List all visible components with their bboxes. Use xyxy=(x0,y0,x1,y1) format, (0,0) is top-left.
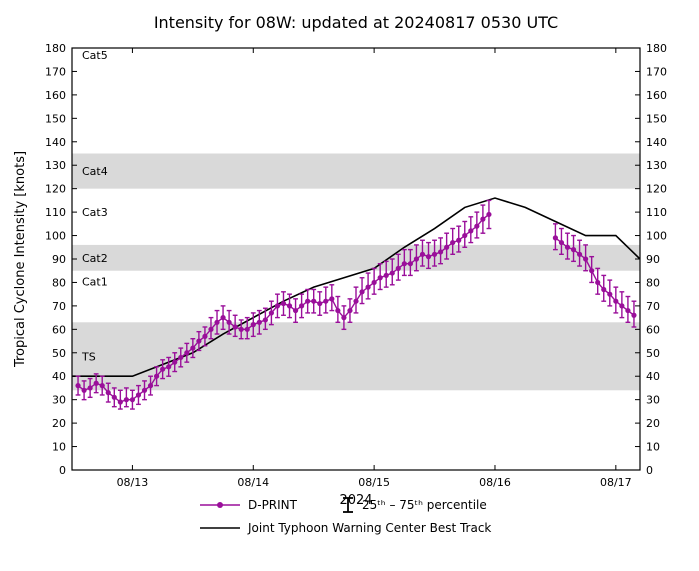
ytick-label-right: 100 xyxy=(646,230,667,243)
ytick-label-left: 50 xyxy=(52,347,66,360)
dprint-point xyxy=(480,205,485,233)
ytick-label-right: 10 xyxy=(646,441,660,454)
xtick-label: 08/16 xyxy=(479,476,511,489)
ytick-label-left: 20 xyxy=(52,417,66,430)
dprint-point xyxy=(474,212,479,238)
dprint-point xyxy=(359,278,364,304)
ytick-label-left: 160 xyxy=(45,89,66,102)
ytick-label-left: 140 xyxy=(45,136,66,149)
ytick-label-left: 0 xyxy=(59,464,66,477)
dprint-point xyxy=(112,388,117,407)
legend-best-track: Joint Typhoon Warning Center Best Track xyxy=(200,521,491,535)
ytick-label-right: 120 xyxy=(646,183,667,196)
ytick-label-left: 60 xyxy=(52,323,66,336)
legend-percentile: 25ᵗʰ – 75ᵗʰ percentile xyxy=(343,498,487,512)
dprint-point xyxy=(323,287,328,313)
ytick-label-left: 110 xyxy=(45,206,66,219)
legend-dprint: D-PRINT xyxy=(200,498,298,512)
ytick-label-right: 20 xyxy=(646,417,660,430)
ytick-label-left: 90 xyxy=(52,253,66,266)
dprint-point xyxy=(305,289,310,312)
dprint-point xyxy=(468,217,473,243)
dprint-point xyxy=(372,268,377,294)
svg-text:25ᵗʰ – 75ᵗʰ percentile: 25ᵗʰ – 75ᵗʰ percentile xyxy=(362,498,487,512)
dprint-point xyxy=(269,301,274,324)
dprint-point xyxy=(486,200,491,228)
ytick-label-left: 40 xyxy=(52,370,66,383)
ytick-label-right: 80 xyxy=(646,276,660,289)
ytick-label-left: 100 xyxy=(45,230,66,243)
category-label: Cat4 xyxy=(82,165,108,178)
xtick-label: 08/15 xyxy=(358,476,390,489)
category-band xyxy=(72,154,640,189)
ytick-label-left: 150 xyxy=(45,112,66,125)
y-axis-label: Tropical Cyclone Intensity [knots] xyxy=(13,151,28,368)
category-label: Cat5 xyxy=(82,49,108,62)
dprint-point xyxy=(275,294,280,317)
dprint-point xyxy=(595,268,600,294)
category-label: Cat3 xyxy=(82,206,108,219)
dprint-point xyxy=(619,292,624,318)
ytick-label-left: 170 xyxy=(45,65,66,78)
ytick-label-left: 10 xyxy=(52,441,66,454)
ytick-label-right: 140 xyxy=(646,136,667,149)
xtick-label: 08/17 xyxy=(600,476,632,489)
dprint-point xyxy=(118,390,123,409)
category-label: TS xyxy=(81,350,96,363)
dprint-point xyxy=(462,221,467,247)
dprint-point xyxy=(607,280,612,306)
svg-text:D-PRINT: D-PRINT xyxy=(248,498,298,512)
dprint-point xyxy=(601,275,606,301)
dprint-point xyxy=(625,297,630,323)
dprint-point xyxy=(311,289,316,312)
intensity-chart: 0 0 10 10 20 20 30 30 40 40 50 50 60 60 70 70 80 80 90 90 10… xyxy=(0,0,699,571)
xtick-label: 08/13 xyxy=(117,476,149,489)
ytick-label-right: 160 xyxy=(646,89,667,102)
dprint-point xyxy=(124,388,129,407)
ytick-label-right: 70 xyxy=(646,300,660,313)
category-label: Cat1 xyxy=(82,275,108,288)
ytick-label-right: 110 xyxy=(646,206,667,219)
dprint-point xyxy=(329,285,334,311)
ytick-label-left: 120 xyxy=(45,183,66,196)
ytick-label-right: 90 xyxy=(646,253,660,266)
ytick-label-right: 40 xyxy=(646,370,660,383)
dprint-point xyxy=(365,273,370,299)
chart-title: Intensity for 08W: updated at 20240817 0… xyxy=(154,13,558,32)
ytick-label-right: 170 xyxy=(646,65,667,78)
dprint-point xyxy=(130,390,135,409)
xtick-label: 08/14 xyxy=(237,476,269,489)
dprint-point xyxy=(317,292,322,315)
ytick-label-right: 0 xyxy=(646,464,653,477)
dprint-point xyxy=(353,287,358,313)
ytick-label-right: 180 xyxy=(646,42,667,55)
dprint-point xyxy=(293,299,298,322)
ytick-label-left: 70 xyxy=(52,300,66,313)
svg-text:Joint Typhoon Warning Center B: Joint Typhoon Warning Center Best Track xyxy=(247,521,491,535)
ytick-label-right: 60 xyxy=(646,323,660,336)
dprint-point xyxy=(299,294,304,317)
ytick-label-right: 30 xyxy=(646,394,660,407)
ytick-label-right: 50 xyxy=(646,347,660,360)
ytick-label-left: 80 xyxy=(52,276,66,289)
ytick-label-left: 180 xyxy=(45,42,66,55)
ytick-label-right: 130 xyxy=(646,159,667,172)
category-label: Cat2 xyxy=(82,252,108,265)
ytick-label-right: 150 xyxy=(646,112,667,125)
dprint-point xyxy=(347,299,352,322)
ytick-label-left: 130 xyxy=(45,159,66,172)
dprint-point xyxy=(613,287,618,313)
dprint-point xyxy=(281,292,286,315)
dprint-point xyxy=(335,297,340,323)
ytick-label-left: 30 xyxy=(52,394,66,407)
